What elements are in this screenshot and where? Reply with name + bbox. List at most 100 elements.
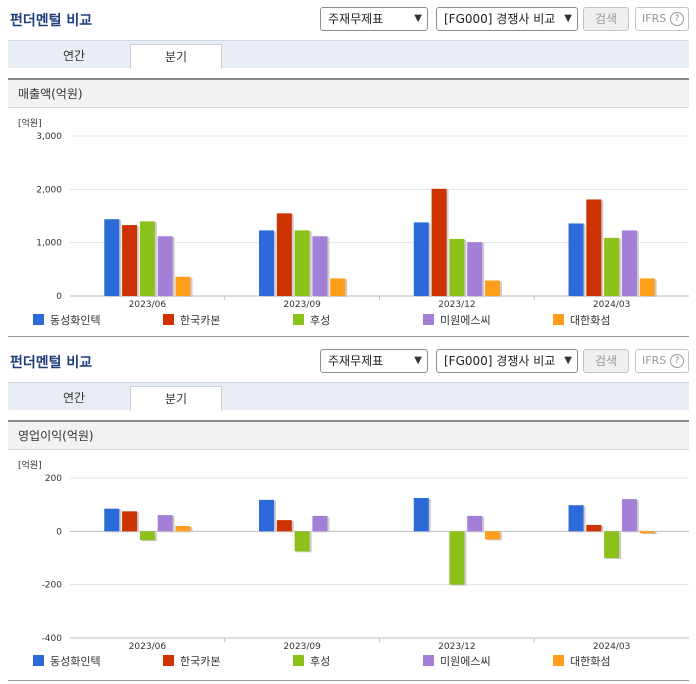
legend-swatch	[553, 314, 564, 325]
bar	[449, 531, 465, 585]
bar	[294, 531, 310, 552]
y-tick-label: 0	[56, 527, 62, 537]
help-icon[interactable]: ?	[670, 12, 684, 26]
search-button[interactable]: 검색	[583, 349, 629, 373]
legend-label: 한국카본	[180, 314, 220, 327]
bar	[568, 223, 584, 296]
legend-swatch	[553, 655, 564, 666]
panel-title: 펀더멘털 비교	[10, 355, 93, 371]
period-tabs: 연간 분기	[8, 40, 689, 69]
y-tick-label: 0	[56, 292, 62, 302]
bar	[312, 236, 328, 296]
bar	[621, 230, 637, 296]
statement-select-value: 주재무제표	[328, 354, 384, 368]
bar	[639, 531, 655, 534]
x-tick-label: 2023/09	[283, 642, 321, 652]
bar	[294, 230, 310, 296]
metric-header: 매출액(억원)	[8, 78, 689, 108]
x-tick-label: 2024/03	[593, 642, 630, 652]
statement-select[interactable]: 주재무제표 ▼	[320, 349, 428, 373]
bar	[413, 498, 429, 532]
help-icon[interactable]: ?	[670, 354, 684, 368]
y-tick-label: 1,000	[36, 239, 62, 249]
y-tick-label: 2,000	[36, 185, 62, 195]
bar	[467, 515, 483, 532]
bar	[259, 499, 275, 532]
bar	[276, 213, 292, 296]
bar	[586, 524, 602, 532]
period-tabs: 연간 분기	[8, 382, 689, 411]
divider	[8, 336, 689, 337]
compare-select[interactable]: [FG000] 경쟁사 비교 ▼	[436, 7, 578, 31]
legend-label: 대한화섬	[570, 655, 610, 668]
bar	[157, 236, 173, 296]
statement-select-value: 주재무제표	[328, 12, 384, 26]
x-tick-label: 2023/06	[129, 300, 167, 310]
y-tick-label: -200	[42, 581, 63, 591]
legend-swatch	[33, 655, 44, 666]
legend-label: 동성화인텍	[50, 655, 101, 668]
bar	[175, 276, 191, 296]
sales-bar-chart: [억원] 0 1,000 2,000 3,000 2023/06 2023/09 2023/1…	[18, 117, 689, 327]
x-tick-label: 2023/09	[283, 300, 321, 310]
fundamental-panel-operating-profit: 펀더멘털 비교 주재무제표 ▼ [FG000] 경쟁사 비교 ▼ 검색 IFRS…	[0, 342, 696, 684]
panel-header: 펀더멘털 비교 주재무제표 ▼ [FG000] 경쟁사 비교 ▼ 검색 IFRS…	[0, 342, 696, 378]
bar	[604, 531, 620, 558]
chevron-down-icon: ▼	[414, 13, 422, 24]
bar	[330, 278, 346, 296]
y-tick-label: 3,000	[36, 132, 62, 142]
y-axis-unit: [억원]	[18, 117, 42, 129]
statement-select[interactable]: 주재무제표 ▼	[320, 7, 428, 31]
tab-annual[interactable]: 연간	[62, 49, 86, 63]
legend-swatch	[423, 314, 434, 325]
bar	[639, 278, 655, 296]
legend-swatch	[33, 314, 44, 325]
ifrs-label: IFRS	[642, 12, 667, 25]
legend-label: 후성	[310, 655, 330, 668]
tab-annual[interactable]: 연간	[62, 391, 86, 405]
bar	[259, 230, 275, 296]
compare-select-value: [FG000] 경쟁사 비교	[444, 354, 556, 368]
panel-title: 펀더멘털 비교	[10, 13, 93, 29]
bar	[568, 505, 584, 532]
bar	[104, 219, 120, 296]
y-axis-unit: [억원]	[18, 459, 42, 471]
search-button[interactable]: 검색	[583, 7, 629, 31]
bar	[276, 520, 292, 532]
bar-shadow	[641, 532, 657, 535]
chevron-down-icon: ▼	[564, 13, 572, 24]
compare-select[interactable]: [FG000] 경쟁사 비교 ▼	[436, 349, 578, 373]
x-tick-label: 2023/12	[438, 300, 475, 310]
bar	[467, 242, 483, 296]
bar	[413, 222, 429, 296]
tab-quarterly[interactable]: 분기	[130, 44, 222, 69]
legend-label: 대한화섬	[570, 314, 610, 327]
tab-quarterly[interactable]: 분기	[130, 386, 222, 411]
ifrs-button[interactable]: IFRS ?	[635, 7, 689, 31]
legend-swatch	[293, 655, 304, 666]
operating-profit-bar-chart: [억원] -400 -200 0 200 2023/06 2023/09 2023/12 202…	[18, 459, 689, 668]
bar	[122, 511, 138, 532]
y-tick-label: -400	[42, 634, 63, 644]
legend-label: 후성	[310, 314, 330, 327]
legend-label: 미원에스씨	[440, 655, 491, 668]
bar	[484, 280, 500, 296]
legend-label: 미원에스씨	[440, 314, 491, 327]
ifrs-button[interactable]: IFRS ?	[635, 349, 689, 373]
legend-label: 한국카본	[180, 655, 220, 668]
bar	[175, 526, 191, 532]
chevron-down-icon: ▼	[414, 355, 422, 366]
x-tick-label: 2023/12	[438, 642, 475, 652]
bar	[586, 199, 602, 296]
bar	[484, 531, 500, 540]
legend-swatch	[423, 655, 434, 666]
x-tick-label: 2024/03	[593, 300, 630, 310]
legend-swatch	[163, 314, 174, 325]
x-tick-label: 2023/06	[129, 642, 167, 652]
bar	[604, 237, 620, 296]
legend-swatch	[163, 655, 174, 666]
fundamental-panel-sales: 펀더멘털 비교 주재무제표 ▼ [FG000] 경쟁사 비교 ▼ 검색 IFRS…	[0, 0, 696, 340]
bar	[104, 508, 120, 532]
bar	[139, 531, 155, 541]
metric-header: 영업이익(억원)	[8, 420, 689, 450]
